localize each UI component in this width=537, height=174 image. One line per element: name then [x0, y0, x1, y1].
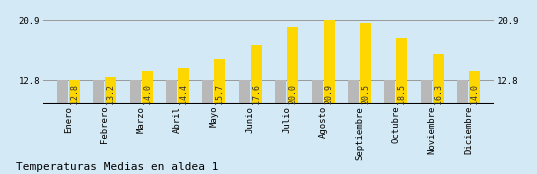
Bar: [348, 80, 359, 104]
Text: 14.0: 14.0: [470, 84, 479, 104]
Bar: [469, 71, 480, 104]
Bar: [251, 45, 262, 104]
Bar: [287, 27, 298, 104]
Bar: [360, 23, 371, 104]
Text: 20.0: 20.0: [288, 84, 297, 104]
Bar: [457, 80, 468, 104]
Bar: [324, 21, 335, 104]
Text: 20.5: 20.5: [361, 84, 370, 104]
Bar: [396, 38, 407, 104]
Text: 17.6: 17.6: [252, 84, 261, 104]
Bar: [142, 71, 153, 104]
Text: 14.4: 14.4: [179, 84, 188, 104]
Text: 16.3: 16.3: [434, 84, 442, 104]
Bar: [421, 80, 432, 104]
Text: 18.5: 18.5: [397, 84, 407, 104]
Bar: [57, 80, 68, 104]
Text: 15.7: 15.7: [215, 84, 224, 104]
Bar: [239, 80, 250, 104]
Bar: [93, 80, 104, 104]
Bar: [130, 80, 141, 104]
Text: 13.2: 13.2: [106, 84, 115, 104]
Bar: [202, 80, 213, 104]
Bar: [384, 80, 395, 104]
Bar: [69, 80, 80, 104]
Text: 14.0: 14.0: [143, 84, 151, 104]
Bar: [214, 59, 226, 104]
Text: 20.9: 20.9: [324, 84, 333, 104]
Bar: [166, 80, 177, 104]
Bar: [275, 80, 286, 104]
Text: 12.8: 12.8: [70, 84, 79, 104]
Bar: [178, 68, 189, 104]
Bar: [105, 77, 117, 104]
Bar: [433, 54, 444, 104]
Bar: [311, 80, 323, 104]
Text: Temperaturas Medias en aldea 1: Temperaturas Medias en aldea 1: [16, 162, 219, 172]
